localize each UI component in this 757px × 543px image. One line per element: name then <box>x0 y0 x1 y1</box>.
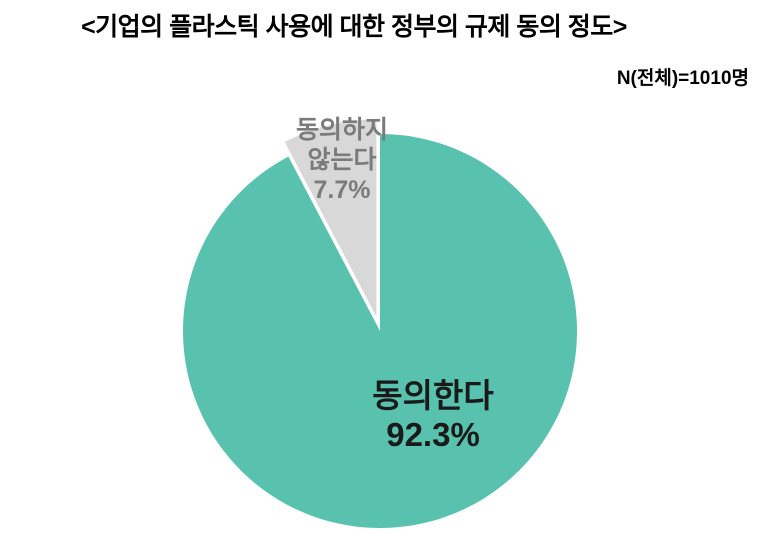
pie-slice-0 <box>183 134 578 528</box>
pie-slice-label-disagree: 동의하지 않는다 7.7% <box>295 116 389 204</box>
pie-slice-label-agree: 동의한다 92.3% <box>372 377 494 453</box>
pie-slice-1 <box>284 119 377 317</box>
chart-title: <기업의 플라스틱 사용에 대한 정부의 규제 동의 정도> <box>81 13 627 41</box>
sample-size-label: N(전체)=1010명 <box>616 68 749 89</box>
